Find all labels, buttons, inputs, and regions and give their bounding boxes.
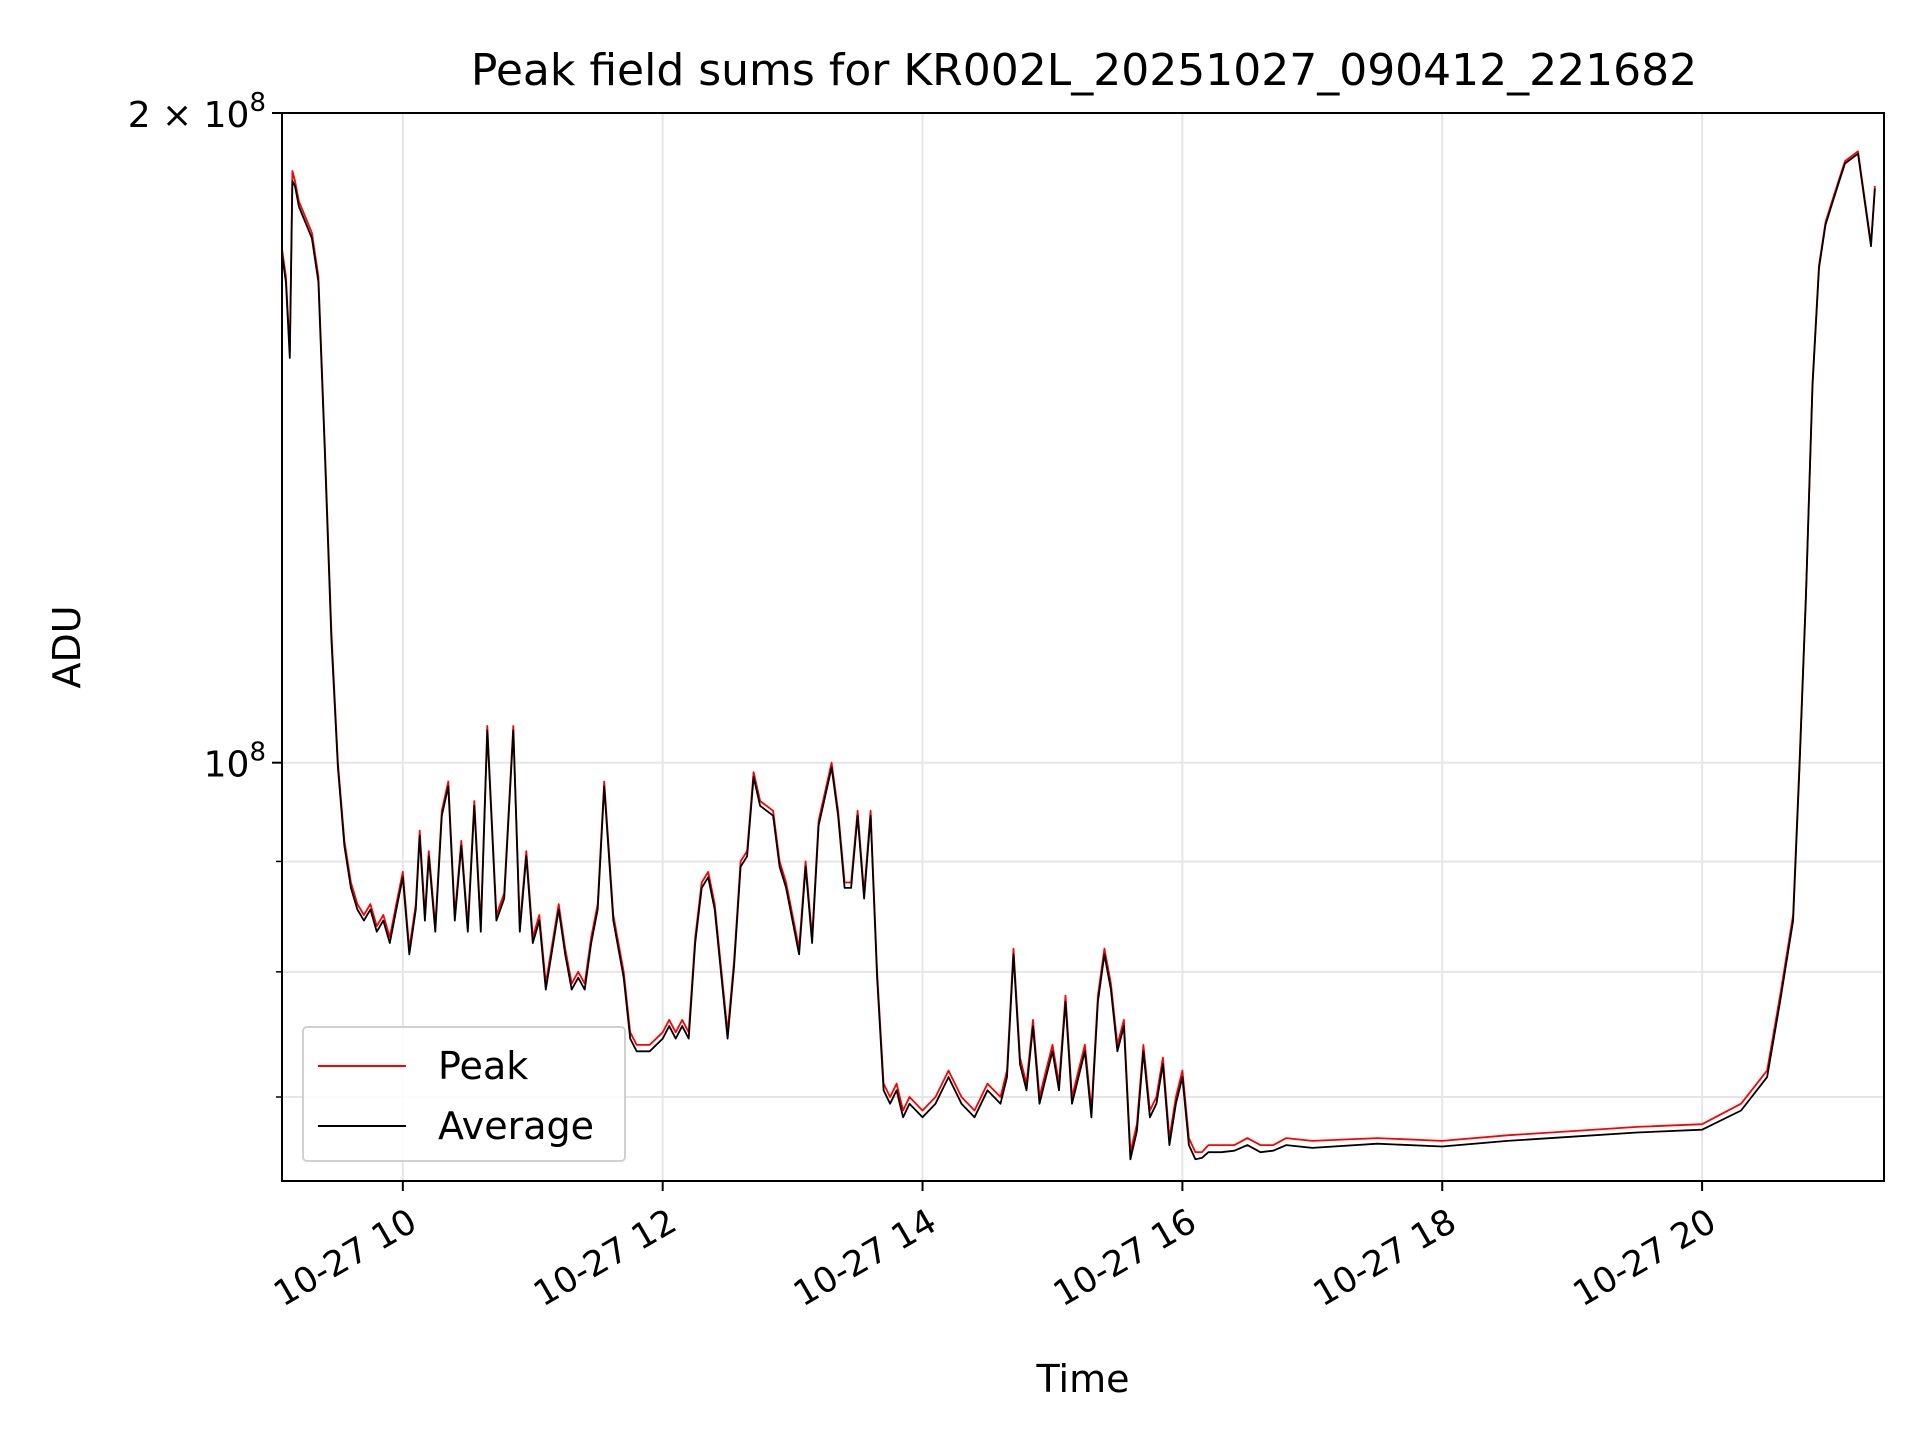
legend-item-peak: Peak bbox=[318, 1044, 529, 1088]
data-lines bbox=[282, 150, 1876, 1161]
y-axis-label: ADU bbox=[45, 605, 89, 688]
chart-title: Peak field sums for KR002L_20251027_0904… bbox=[471, 45, 1697, 96]
x-axis-label: Time bbox=[1036, 1357, 1130, 1401]
y-tick-label: 108 bbox=[204, 738, 266, 786]
legend: Peak Average bbox=[302, 1026, 626, 1162]
legend-swatch-average bbox=[318, 1125, 406, 1127]
legend-swatch-peak bbox=[318, 1065, 406, 1067]
legend-label-peak: Peak bbox=[438, 1044, 529, 1088]
legend-label-average: Average bbox=[438, 1104, 595, 1148]
y-tick-label: 2 × 108 bbox=[128, 88, 266, 136]
legend-item-average: Average bbox=[318, 1104, 595, 1148]
plot-area-frame bbox=[281, 112, 1885, 1182]
series-line-average bbox=[282, 152, 1876, 1161]
y-axis: 2 × 108 108 bbox=[128, 88, 282, 1098]
